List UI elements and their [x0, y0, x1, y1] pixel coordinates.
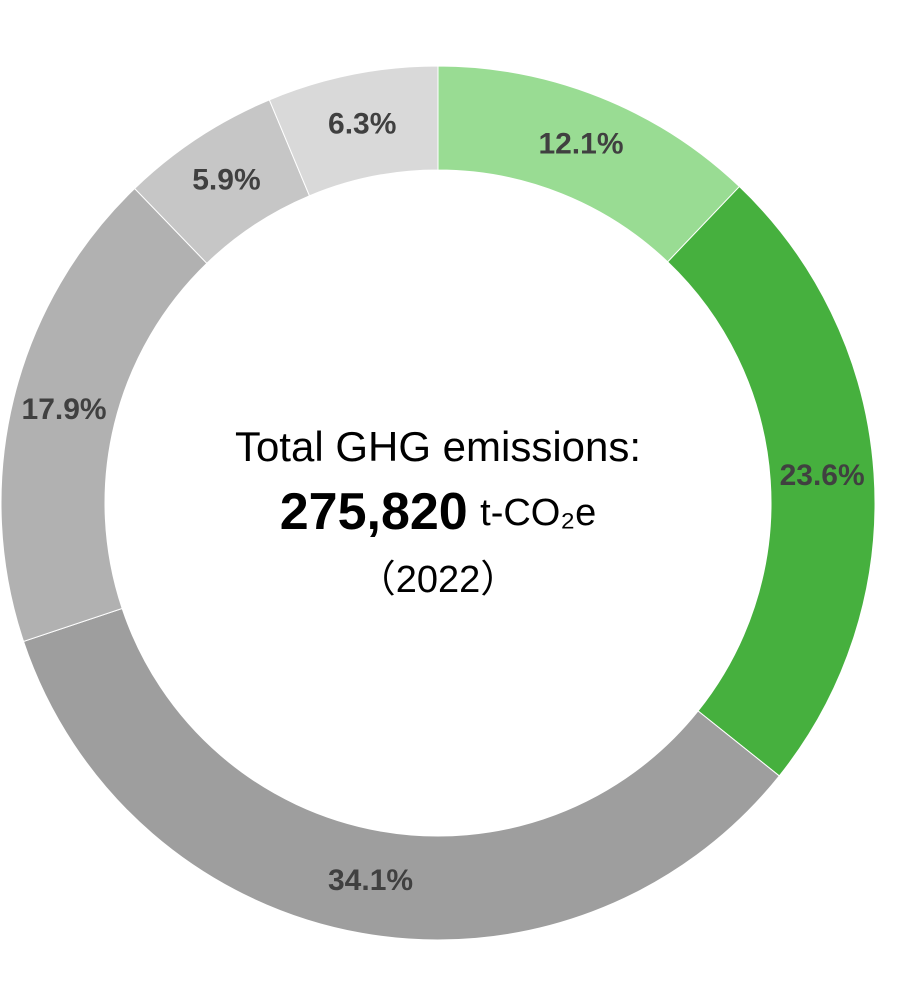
value-label: 5.9% — [192, 163, 260, 196]
value-label: 34.1% — [328, 864, 413, 897]
value-label: 12.1% — [538, 127, 623, 160]
donut-slice — [268, 65, 439, 197]
value-label: 17.9% — [22, 393, 107, 426]
center-unit: t-CO₂e — [480, 492, 596, 534]
center-total: 275,820 — [280, 483, 468, 541]
donut-slice — [666, 185, 876, 777]
center-year: （2022） — [358, 559, 519, 601]
donut — [0, 65, 876, 941]
donut-slice — [22, 607, 780, 941]
center-title: Total GHG emissions: — [235, 423, 641, 470]
center-total-line: 275,820 t-CO₂e — [280, 483, 597, 541]
value-label: 6.3% — [328, 107, 396, 140]
value-label: 23.6% — [780, 459, 865, 492]
donut-slice — [437, 65, 741, 263]
